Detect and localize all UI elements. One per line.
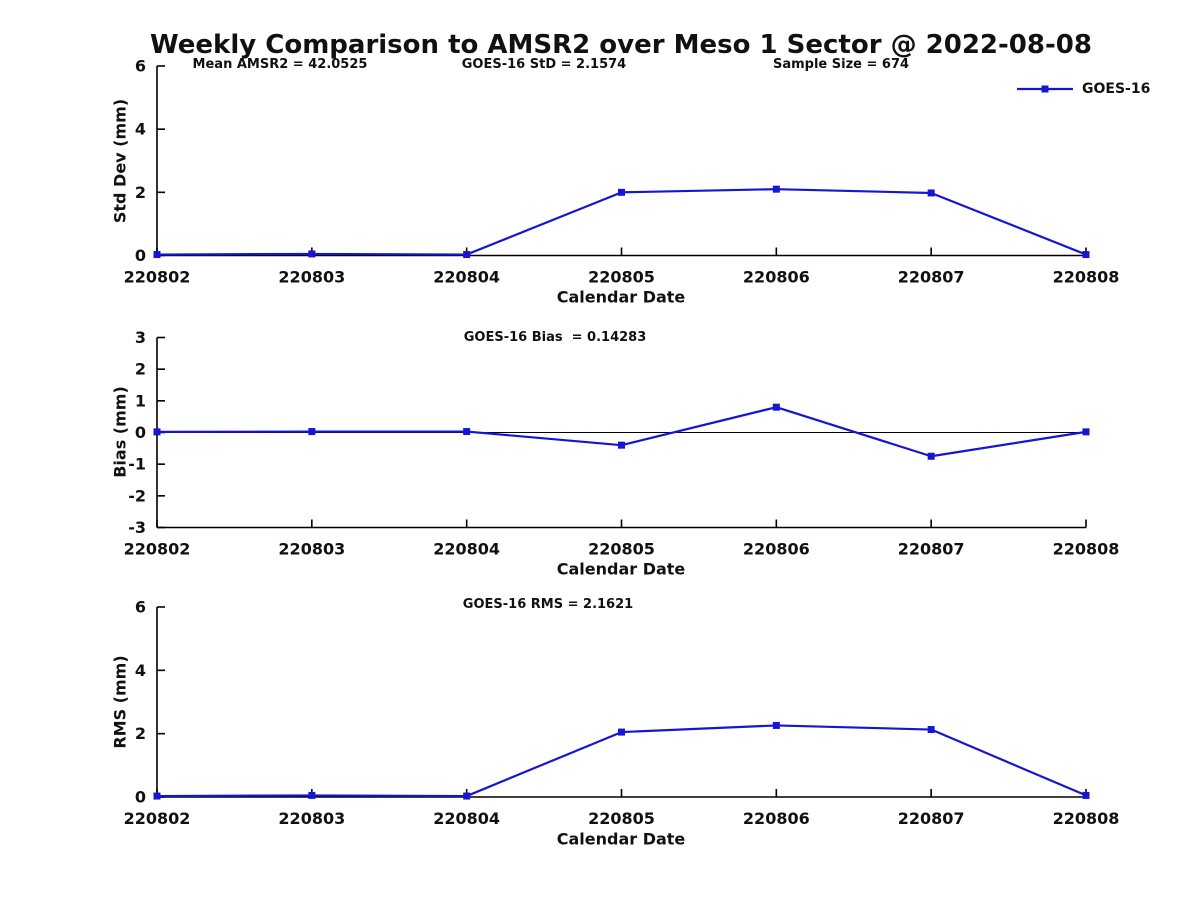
- x-tick-label: 220805: [588, 540, 655, 559]
- series-line: [156, 724, 1087, 798]
- stat-goes16-std: GOES-16 StD = 2.1574: [461, 57, 627, 72]
- data-point-marker: [927, 452, 935, 460]
- data-point-marker: [463, 251, 471, 259]
- y-tick-label: -3: [128, 518, 146, 537]
- y-tick-label: 0: [135, 788, 146, 807]
- stat-goes16-rms: GOES-16 RMS = 2.1621: [462, 597, 634, 612]
- y-tick-label: 2: [135, 183, 146, 202]
- x-tick-label: 220806: [743, 540, 810, 559]
- data-point-marker: [1082, 428, 1090, 436]
- data-point-marker: [772, 721, 780, 729]
- x-tick-label: 220807: [898, 268, 965, 287]
- x-tick-label: 220804: [433, 540, 500, 559]
- figure-title: Weekly Comparison to AMSR2 over Meso 1 S…: [150, 30, 1092, 60]
- x-tick-label: 220805: [588, 268, 655, 287]
- stddev-y-axis-label: Std Dev (mm): [110, 98, 130, 224]
- x-tick-label: 220803: [278, 809, 345, 828]
- x-tick-label: 220803: [278, 540, 345, 559]
- data-point-marker: [153, 428, 161, 436]
- data-point-marker: [308, 791, 316, 799]
- data-point-marker: [463, 792, 471, 800]
- y-tick-label: 2: [135, 360, 146, 379]
- y-tick-label: 0: [135, 246, 146, 265]
- bias-y-axis-label: Bias (mm): [110, 386, 130, 478]
- series-line: [156, 188, 1087, 256]
- x-tick-label: 220808: [1053, 540, 1120, 559]
- y-tick-label: 6: [135, 57, 146, 76]
- y-tick-label: 4: [135, 661, 146, 680]
- data-point-marker: [308, 250, 316, 258]
- x-tick-label: 220807: [898, 540, 965, 559]
- x-tick-label: 220804: [433, 268, 500, 287]
- x-tick-label: 220804: [433, 809, 500, 828]
- stddev-x-axis-label: Calendar Date: [556, 287, 686, 307]
- data-point-marker: [618, 188, 625, 196]
- stat-goes16-bias: GOES-16 Bias = 0.14283: [463, 330, 647, 345]
- y-tick-label: -1: [128, 455, 146, 474]
- x-tick-label: 220802: [124, 540, 191, 559]
- data-point-marker: [1082, 251, 1090, 259]
- stat-mean-amsr2: Mean AMSR2 = 42.0525: [192, 57, 368, 72]
- x-tick-label: 220802: [124, 268, 191, 287]
- legend-label: GOES-16: [1082, 81, 1151, 97]
- y-tick-label: 1: [135, 391, 146, 410]
- data-point-marker: [618, 441, 625, 449]
- stat-sample-size: Sample Size = 674: [772, 57, 910, 72]
- x-tick-label: 220802: [124, 809, 191, 828]
- legend-line-sample: [1017, 85, 1073, 93]
- y-tick-label: 3: [135, 328, 146, 347]
- y-tick-label: 2: [135, 724, 146, 743]
- data-point-marker: [153, 251, 161, 259]
- x-tick-label: 220803: [278, 268, 345, 287]
- y-tick-label: 6: [135, 598, 146, 617]
- rms-x-axis-label: Calendar Date: [556, 829, 686, 849]
- series-line: [156, 406, 1087, 458]
- y-tick-label: 0: [135, 423, 146, 442]
- bias-x-axis-label: Calendar Date: [556, 559, 686, 579]
- x-tick-label: 220808: [1053, 809, 1120, 828]
- data-point-marker: [618, 728, 625, 736]
- x-tick-label: 220806: [743, 809, 810, 828]
- x-tick-label: 220806: [743, 268, 810, 287]
- x-tick-label: 220805: [588, 809, 655, 828]
- y-tick-label: -2: [128, 486, 146, 505]
- data-point-marker: [463, 428, 471, 436]
- data-point-marker: [772, 403, 780, 411]
- x-tick-label: 220807: [898, 809, 965, 828]
- rms-y-axis-label: RMS (mm): [110, 655, 130, 749]
- legend: GOES-16: [1015, 81, 1150, 97]
- data-point-marker: [1082, 791, 1090, 799]
- y-tick-label: 4: [135, 120, 146, 139]
- data-point-marker: [308, 428, 316, 436]
- data-point-marker: [153, 792, 161, 800]
- data-point-marker: [927, 189, 935, 197]
- data-point-marker: [772, 185, 780, 193]
- data-point-marker: [927, 726, 935, 734]
- x-tick-label: 220808: [1053, 268, 1120, 287]
